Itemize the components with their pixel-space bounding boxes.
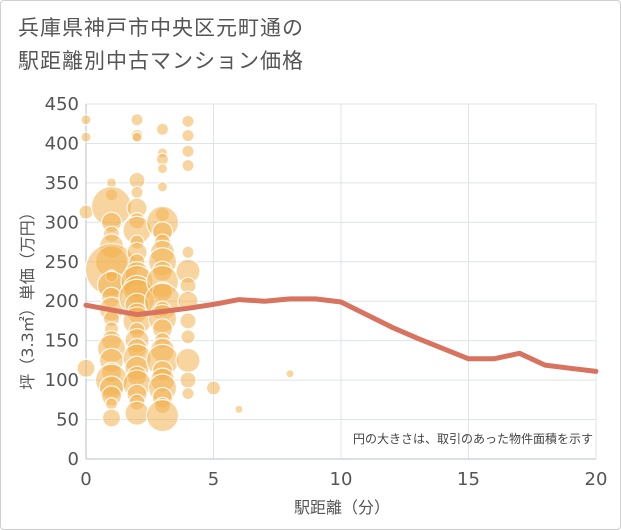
bubble-point-90 [179,312,197,330]
y-tick-label-3: 150 [45,331,79,352]
bubble-point-2 [78,204,94,220]
y-tick-label-2: 100 [45,370,79,391]
bubble-size-note: 円の大きさは、取引のあった物件面積を示す [353,431,593,446]
bubble-point-54 [124,400,150,426]
bubble-point-55 [155,122,170,136]
x-tick-label-2: 10 [330,469,353,490]
y-tick-label-0: 0 [68,449,79,470]
bubble-point-31 [130,185,144,199]
bubble-point-3 [76,358,96,378]
chart-title: 兵庫県神戸市中央区元町通の 駅距離別中古マンション価格 [18,12,304,78]
trend-series [83,296,599,374]
bubble-point-97 [285,369,295,379]
bubble-point-58 [156,163,169,175]
y-tick-label-5: 250 [45,252,79,273]
bubble-point-83 [181,128,195,143]
y-tick-label-6: 300 [45,212,79,233]
x-tick-label-4: 20 [585,469,608,490]
bubble-point-94 [181,386,195,401]
bubble-point-26 [101,408,122,428]
x-tick-label-3: 15 [457,469,480,490]
bubble-point-86 [181,245,195,259]
chart-title-line-2: 駅距離別中古マンション価格 [18,49,304,73]
bubble-point-29 [131,131,143,143]
bubble-point-84 [181,144,195,158]
x-tick-label-0: 0 [80,469,91,490]
bubble-point-27 [130,113,144,127]
x-axis-title: 駅距離（分） [294,498,390,517]
x-tick-label-1: 5 [208,469,219,490]
bubble-point-91 [180,329,196,345]
bubble-point-85 [181,158,195,173]
bubble-point-82 [181,114,195,128]
y-tick-label-7: 350 [45,173,79,194]
y-tick-label-9: 450 [45,94,79,115]
bubble-point-93 [179,371,197,389]
y-tick-label-1: 50 [56,410,79,431]
y-tick-label-4: 200 [45,291,79,312]
bubble-series [76,113,295,433]
x-axis-ticks: 0 5 10 15 20 [80,469,607,490]
bubble-point-59 [156,181,169,193]
y-tick-label-8: 400 [45,133,79,154]
bubble-point-95 [205,380,222,396]
bubble-point-25 [104,397,119,411]
bubble-point-92 [175,347,201,373]
y-axis-title: 坪（3.3㎡）単価（万円） [18,204,37,389]
bubble-point-96 [234,404,244,414]
y-axis-ticks: 0 50 100 150 200 250 300 350 400 450 [45,94,79,470]
trend-line [83,296,599,374]
bubble-point-1 [80,131,92,143]
chart-title-line-1: 兵庫県神戸市中央区元町通の [18,16,304,40]
bubble-point-81 [145,399,180,433]
bubble-point-0 [80,114,92,126]
